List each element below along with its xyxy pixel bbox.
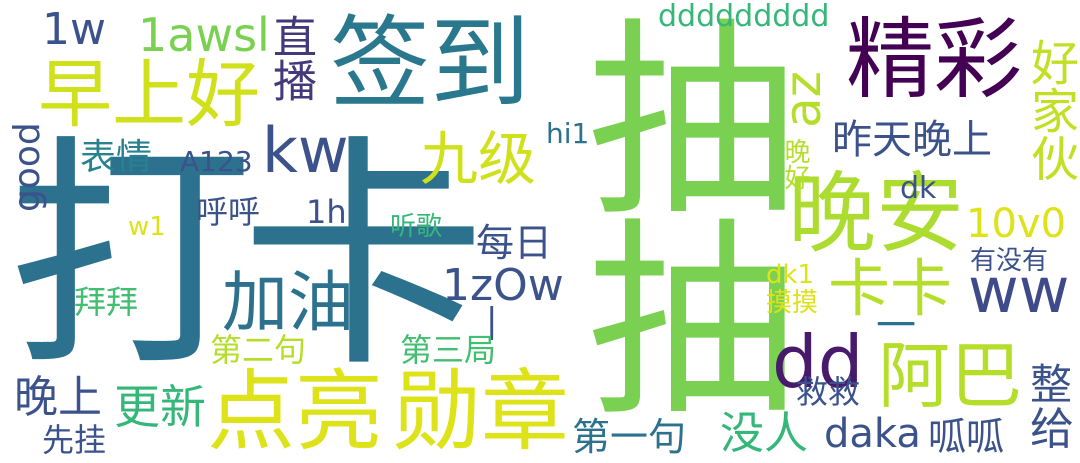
word-tingge: 听歌 bbox=[390, 212, 443, 242]
word-gei: 给 bbox=[1030, 404, 1074, 455]
word-1zow: 1zOw bbox=[442, 260, 564, 311]
word-aba: 阿巴 bbox=[878, 334, 1023, 418]
word-mozhao: 摸摸 bbox=[766, 288, 819, 318]
word-meiri: 每日 bbox=[476, 221, 553, 265]
word-kaka: 卡卡 bbox=[828, 252, 953, 325]
word-dd: dd bbox=[772, 320, 864, 404]
word-jiayou: 加油 bbox=[222, 264, 354, 341]
word-az: az bbox=[774, 71, 832, 128]
word-a123: A123 bbox=[180, 145, 253, 178]
word-jiuji: 九级 bbox=[420, 125, 537, 193]
word-hi1: hi1 bbox=[546, 117, 590, 150]
word-baibai: 拜拜 bbox=[74, 283, 139, 321]
word-wanhao: 晚好 bbox=[780, 138, 810, 190]
word-xianguan: 先挂 bbox=[42, 421, 107, 459]
word-huhu: 呼呼 bbox=[196, 193, 261, 231]
word-dianliang: 点亮 bbox=[207, 360, 384, 463]
word-zheng: 整 bbox=[1030, 360, 1073, 409]
word-kw: kw bbox=[262, 114, 349, 187]
word-bar: | bbox=[486, 301, 498, 341]
word-youmeiyou: 有没有 bbox=[970, 246, 1049, 276]
word-daka: 打卡 bbox=[8, 115, 486, 400]
word-meiren: 没人 bbox=[720, 408, 808, 459]
word-guagua: 呱呱 bbox=[928, 415, 1005, 459]
word-1w-top: 1w bbox=[42, 4, 106, 55]
word-jingcai: 精彩 bbox=[846, 8, 1023, 111]
word-10v0: 10v0 bbox=[966, 201, 1067, 247]
word-ww: ww bbox=[968, 254, 1070, 327]
word-ddddddddd: ddddddddd bbox=[658, 0, 830, 34]
word-diyiju: 第一句 bbox=[572, 415, 687, 459]
word-zaoshanghao: 早上好 bbox=[38, 52, 260, 138]
word-haojiahuo: 好家伙 bbox=[1022, 38, 1078, 182]
word-wanan: 晚安 bbox=[788, 162, 965, 265]
word-wanshang: 晚上 bbox=[14, 372, 102, 423]
word-biaoqing: 表情 bbox=[80, 137, 153, 178]
word-1awsl: 1awsl bbox=[138, 8, 270, 62]
word-disanju: 第三局 bbox=[400, 331, 497, 369]
word-dk1: dk1 bbox=[766, 260, 815, 290]
word-zuotianwanshang: 昨天晚上 bbox=[832, 117, 992, 163]
word-dash: 一 bbox=[876, 303, 916, 349]
word-daka-latin: daka bbox=[824, 411, 921, 457]
word-good: good bbox=[7, 122, 48, 212]
word-1h: 1h bbox=[306, 193, 347, 231]
word-dierju: 第二句 bbox=[210, 331, 307, 369]
word-qiandao: 签到 bbox=[330, 5, 530, 122]
word-xunzhang: 勋章 bbox=[393, 360, 570, 463]
word-w1: w1 bbox=[128, 212, 166, 242]
word-jiujiu: 救救 bbox=[796, 373, 861, 411]
word-zhibo: 直播 bbox=[265, 14, 316, 102]
word-dk: dk bbox=[900, 171, 937, 206]
word-gengxin: 更新 bbox=[114, 380, 206, 434]
word-chouchou: 抽抽 bbox=[551, 10, 796, 410]
